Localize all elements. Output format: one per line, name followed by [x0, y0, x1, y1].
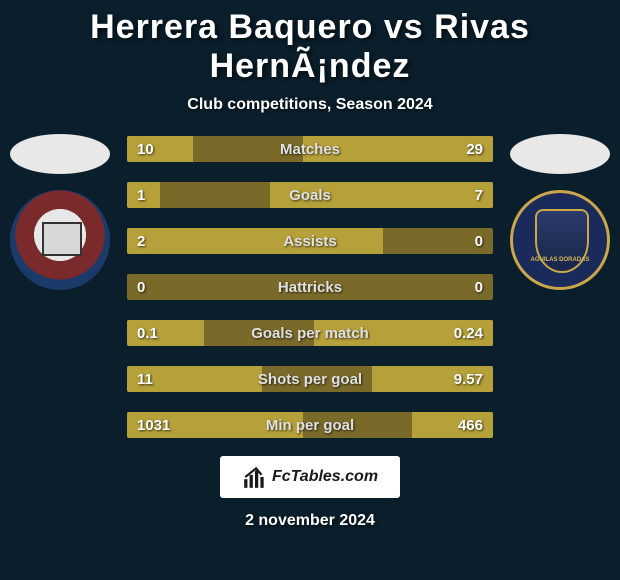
brand-logo: FcTables.com — [220, 456, 400, 498]
stat-label: Assists — [127, 233, 493, 250]
player-right-column — [510, 134, 610, 290]
stat-label: Matches — [127, 141, 493, 158]
stat-row: 00Hattricks — [125, 272, 495, 302]
brand-text: FcTables.com — [272, 468, 378, 486]
stat-label: Shots per goal — [127, 371, 493, 388]
stat-label: Goals per match — [127, 325, 493, 342]
chart-icon — [242, 464, 268, 490]
player-left-silhouette — [10, 134, 110, 174]
player-left-column — [10, 134, 110, 290]
player-right-silhouette — [510, 134, 610, 174]
stat-row: 0.10.24Goals per match — [125, 318, 495, 348]
club-badge-right — [510, 190, 610, 290]
subtitle: Club competitions, Season 2024 — [0, 96, 620, 114]
club-badge-left — [10, 190, 110, 290]
stat-row: 20Assists — [125, 226, 495, 256]
stat-row: 1029Matches — [125, 134, 495, 164]
stat-row: 119.57Shots per goal — [125, 364, 495, 394]
stat-row: 17Goals — [125, 180, 495, 210]
stat-rows: 1029Matches 17Goals 20Assists 00Hattricks 0.… — [125, 134, 495, 440]
page-title: Herrera Baquero vs Rivas HernÃ¡ndez — [0, 0, 620, 86]
stat-row: 1031466Min per goal — [125, 410, 495, 440]
stat-label: Min per goal — [127, 417, 493, 434]
stat-label: Hattricks — [127, 279, 493, 296]
footer-date: 2 november 2024 — [0, 512, 620, 530]
stat-label: Goals — [127, 187, 493, 204]
stats-area: 1029Matches 17Goals 20Assists 00Hattricks 0.… — [0, 134, 620, 440]
